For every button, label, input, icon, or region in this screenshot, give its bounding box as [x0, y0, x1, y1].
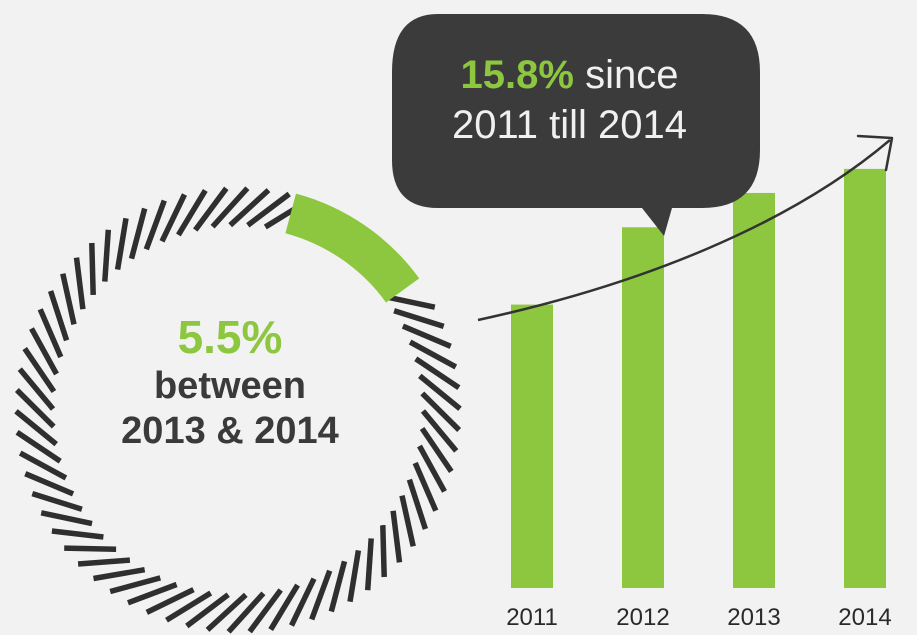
ring-hatch: [228, 188, 271, 228]
ring-hatch: [408, 339, 458, 370]
ring-hatch: [393, 308, 445, 330]
ring-hatch: [420, 409, 459, 453]
ring-hatch: [193, 186, 229, 232]
ring-hatch: [24, 471, 75, 497]
ring-hatch: [15, 430, 62, 464]
ring-hatch: [109, 575, 162, 595]
ring-hatch: [93, 566, 146, 582]
ring-hatch: [145, 587, 195, 615]
ring-hatch: [185, 592, 230, 629]
ring-hatch: [29, 327, 59, 376]
bar-2013: [733, 192, 775, 589]
ring-hatch: [347, 549, 362, 603]
x-tick-label: 2012: [616, 604, 669, 631]
ring-hatch: [159, 193, 187, 243]
ring-hatch: [406, 478, 429, 530]
hatched-ring: [14, 186, 462, 634]
callout-text: 15.8% since 2011 till 2014: [392, 50, 747, 150]
ring-line-1: between: [153, 365, 307, 407]
bar-chart: [511, 168, 886, 589]
callout-text-1: since: [573, 53, 679, 97]
ring-hatch: [289, 577, 317, 627]
ring-hatch: [412, 461, 439, 512]
ring-hatch: [399, 495, 416, 547]
ring-hatch: [89, 242, 96, 295]
ring-hatch: [31, 490, 83, 512]
ring-hatch: [51, 528, 104, 540]
ring-hatch: [383, 293, 436, 310]
bar-2012: [622, 227, 664, 588]
ring-hatch: [247, 588, 283, 634]
bar-2014: [844, 168, 886, 589]
ring-hatch: [60, 273, 77, 325]
ring-hatch: [226, 591, 266, 634]
ring-hatch: [114, 217, 129, 271]
x-axis-labels: 2011 2012 2013 2014: [506, 604, 892, 631]
ring-hatch: [127, 581, 178, 606]
ring-hatch: [17, 367, 56, 411]
x-tick-label: 2011: [506, 604, 558, 631]
callout-value: 15.8%: [460, 53, 574, 97]
ring-hatch: [73, 257, 86, 310]
ring-hatch: [37, 308, 64, 359]
trend-arrow-icon: [477, 139, 891, 322]
x-tick-label: 2013: [727, 604, 780, 631]
ring-hatch: [390, 510, 403, 563]
ring-hatch: [64, 545, 117, 552]
ring-hatch: [22, 347, 57, 394]
ring-hatch: [47, 290, 70, 342]
ring-hatch: [77, 557, 131, 567]
ring-hatch: [210, 186, 250, 229]
trend-arrowhead-icon: [856, 134, 894, 172]
ring-hatch: [14, 409, 58, 447]
ring-hatch: [128, 207, 148, 260]
ring-hatch: [414, 356, 461, 390]
ring-hatch: [165, 590, 213, 623]
speech-bubble: [392, 14, 760, 236]
bar-2011: [511, 304, 553, 588]
ring-hatch: [309, 569, 333, 621]
ring-hatch: [102, 229, 112, 282]
ring-hatch: [246, 191, 291, 228]
ring-hatch: [143, 199, 167, 251]
callout-text-2: 2011 till 2014: [452, 103, 687, 147]
ring-hatch: [176, 188, 208, 237]
ring-hatch: [40, 510, 93, 527]
ring-hatch: [205, 592, 248, 632]
ring-highlight-arc: [284, 193, 420, 303]
ring-line-2: 2013 & 2014: [121, 410, 339, 452]
ring-hatch: [268, 583, 300, 632]
ring-value: 5.5%: [177, 311, 283, 363]
ring-hatch: [380, 525, 387, 578]
ring-caption: 5.5% between 2013 & 2014: [95, 310, 365, 454]
ring-hatch: [364, 538, 374, 591]
ring-hatch: [18, 450, 68, 481]
ring-hatch: [420, 391, 462, 432]
ring-hatch: [417, 444, 447, 493]
ring-hatch: [419, 426, 454, 473]
ring-hatch: [401, 323, 452, 349]
ring-hatch: [328, 560, 348, 613]
x-tick-label: 2014: [838, 604, 891, 631]
ring-hatch: [418, 373, 462, 411]
ring-hatch: [14, 388, 56, 429]
